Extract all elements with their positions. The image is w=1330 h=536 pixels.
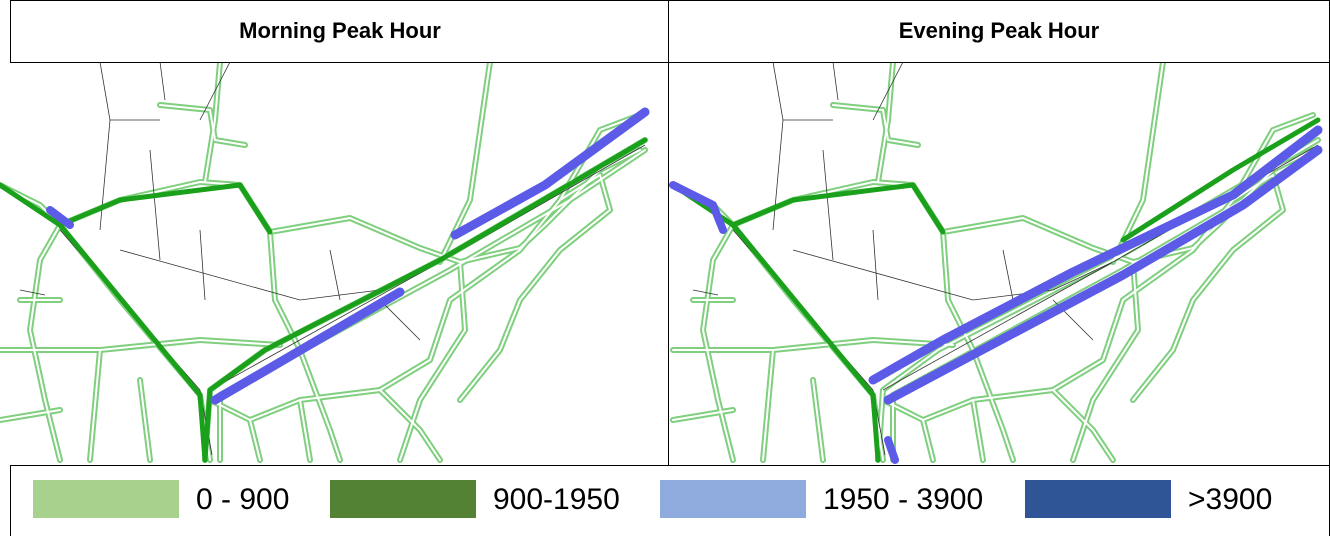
- legend-label: 900-1950: [493, 483, 620, 516]
- legend-swatch: [330, 480, 476, 518]
- legend-label: 0 - 900: [196, 483, 289, 516]
- map-evening: [669, 62, 1323, 464]
- legend: 0 - 900 900-1950 1950 - 3900 >3900: [33, 480, 1272, 518]
- legend-label: 1950 - 3900: [823, 483, 983, 516]
- panel-title: Evening Peak Hour: [899, 18, 1100, 43]
- legend-label: >3900: [1188, 483, 1272, 516]
- legend-swatch: [660, 480, 806, 518]
- legend-swatch: [33, 480, 179, 518]
- legend-swatch: [1025, 480, 1171, 518]
- panel-title: Morning Peak Hour: [239, 18, 441, 43]
- map-morning: [0, 62, 650, 460]
